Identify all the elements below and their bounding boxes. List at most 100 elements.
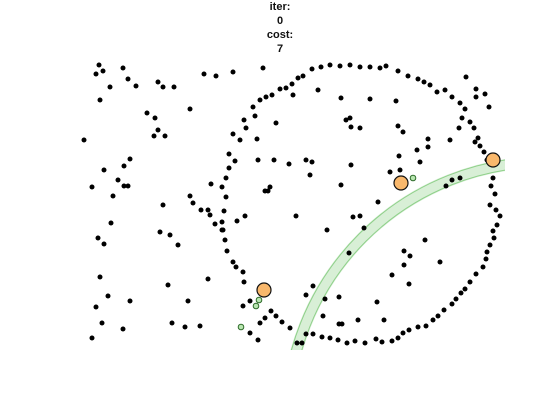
- data-point: [375, 199, 381, 205]
- data-point: [97, 274, 103, 280]
- data-point: [347, 115, 353, 121]
- data-point: [449, 301, 455, 307]
- data-point: [327, 335, 333, 341]
- sample-point: [393, 175, 409, 191]
- data-point: [434, 89, 440, 95]
- data-point: [273, 313, 279, 319]
- data-point: [162, 133, 168, 139]
- data-point: [423, 323, 429, 329]
- data-point: [475, 135, 481, 141]
- cost-label: cost:: [266, 29, 294, 41]
- data-point: [427, 82, 433, 88]
- data-point: [269, 92, 275, 98]
- data-point: [205, 207, 211, 213]
- model-band-inner-edge: [301, 169, 505, 350]
- data-point: [337, 63, 343, 69]
- data-point: [415, 324, 421, 330]
- data-point: [483, 256, 489, 262]
- data-point: [348, 124, 354, 130]
- data-point: [207, 212, 213, 218]
- data-point: [213, 73, 219, 79]
- data-point: [367, 96, 373, 102]
- data-point: [121, 163, 127, 169]
- data-point: [367, 64, 373, 70]
- data-point: [472, 139, 478, 145]
- data-point: [335, 337, 341, 343]
- data-point: [187, 193, 193, 199]
- data-point: [121, 183, 127, 189]
- model-band-fill: [290, 159, 505, 350]
- data-point: [219, 219, 225, 225]
- iteration-value: 0: [276, 15, 284, 27]
- data-point: [322, 296, 328, 302]
- data-point: [437, 259, 443, 265]
- data-point: [155, 127, 161, 133]
- data-point: [247, 330, 253, 336]
- data-point: [171, 84, 177, 90]
- data-point: [89, 335, 95, 341]
- data-point: [449, 94, 455, 100]
- data-point: [480, 264, 486, 270]
- data-point: [262, 188, 268, 194]
- data-point: [279, 319, 285, 325]
- data-point: [406, 327, 412, 333]
- data-point: [481, 149, 487, 155]
- cost-value: 7: [276, 43, 284, 55]
- data-point: [355, 317, 361, 323]
- data-point: [226, 151, 232, 157]
- data-point: [491, 235, 497, 241]
- data-point: [493, 207, 499, 213]
- data-point: [81, 137, 87, 143]
- data-point: [459, 115, 465, 121]
- data-point: [343, 117, 349, 123]
- data-point: [482, 91, 488, 97]
- data-point: [167, 232, 173, 238]
- data-point: [407, 253, 413, 259]
- data-point: [471, 125, 477, 131]
- data-point: [492, 191, 498, 197]
- data-point: [462, 286, 468, 292]
- data-point: [393, 98, 399, 104]
- data-point: [197, 323, 203, 329]
- data-point: [387, 169, 393, 175]
- data-point: [219, 184, 225, 190]
- data-point: [425, 144, 431, 150]
- inlier-points: [237, 174, 417, 331]
- data-point: [294, 340, 300, 346]
- data-point: [263, 94, 269, 100]
- data-point: [430, 317, 436, 323]
- data-point: [490, 175, 496, 181]
- data-point: [101, 241, 107, 247]
- data-point: [290, 92, 296, 98]
- data-point: [105, 293, 111, 299]
- data-point: [377, 65, 383, 71]
- data-point: [303, 331, 309, 337]
- data-point: [422, 237, 428, 243]
- data-point: [327, 62, 333, 68]
- data-point: [350, 214, 356, 220]
- data-point: [315, 87, 321, 93]
- data-point: [243, 125, 249, 131]
- data-point: [425, 136, 431, 142]
- data-point: [490, 228, 496, 234]
- data-point: [473, 271, 479, 277]
- data-point: [477, 143, 483, 149]
- data-point: [467, 119, 473, 125]
- data-point: [268, 308, 274, 314]
- sample-points: [256, 152, 501, 298]
- data-point: [99, 320, 105, 326]
- data-point: [230, 131, 236, 137]
- data-point: [255, 337, 261, 343]
- data-point: [473, 86, 479, 92]
- data-point: [401, 248, 407, 254]
- data-point: [120, 326, 126, 332]
- data-point: [344, 340, 350, 346]
- data-point: [383, 63, 389, 69]
- data-point: [357, 125, 363, 131]
- data-point: [336, 321, 342, 327]
- data-point: [224, 248, 230, 254]
- data-point: [421, 79, 427, 85]
- data-point: [467, 279, 473, 285]
- data-point: [230, 259, 236, 265]
- data-point: [93, 71, 99, 77]
